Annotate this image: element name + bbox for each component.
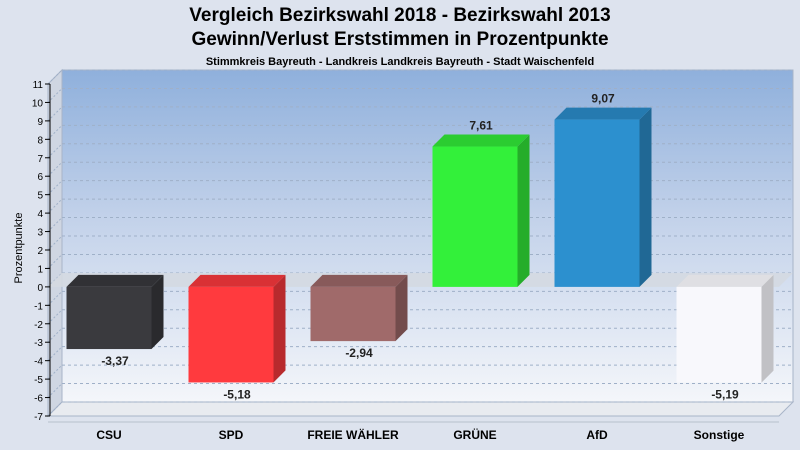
bar-side xyxy=(639,107,652,287)
y-tick-label: 1 xyxy=(37,264,43,275)
y-tick-label: 11 xyxy=(33,80,44,91)
grid-line-side xyxy=(47,106,63,122)
grid-line-side xyxy=(47,290,63,306)
y-tick-label: 0 xyxy=(37,283,43,294)
bar-front xyxy=(310,286,396,342)
x-tick-label: FREIE WÄHLER xyxy=(307,427,399,442)
grid-line-side xyxy=(47,143,63,159)
bar-gr-ne xyxy=(432,134,530,287)
plot-floor xyxy=(46,401,795,417)
bar-side xyxy=(761,274,774,383)
bar-sonstige xyxy=(676,274,774,383)
data-label: -5,19 xyxy=(711,388,739,402)
bar-top xyxy=(188,274,286,287)
y-tick-label: 2 xyxy=(37,246,43,257)
grid-line-side xyxy=(47,364,63,380)
bar-top xyxy=(432,134,530,147)
x-tick-label: Sonstige xyxy=(694,428,745,442)
bar-top xyxy=(676,274,774,287)
bar-top xyxy=(310,274,408,287)
y-tick-label: 10 xyxy=(32,98,44,109)
y-tick-label: 9 xyxy=(37,117,43,128)
grid-line-side xyxy=(47,235,63,251)
data-label: -2,94 xyxy=(345,346,373,360)
y-tick-label: -2 xyxy=(34,320,43,331)
bar-side xyxy=(151,274,164,350)
bar-front xyxy=(432,146,518,287)
x-tick-label: SPD xyxy=(219,428,244,442)
bar-side xyxy=(273,274,286,383)
x-tick-label: CSU xyxy=(96,428,121,442)
y-tick-label: 8 xyxy=(37,135,43,146)
grid-line-side xyxy=(47,124,63,140)
y-tick-label: 7 xyxy=(37,154,43,165)
grid-line-side xyxy=(47,346,63,362)
data-label: -5,18 xyxy=(223,387,251,401)
y-tick-label: -4 xyxy=(34,357,43,368)
y-tick-label: -1 xyxy=(34,301,43,312)
grid-line-side xyxy=(47,327,63,343)
bar-front xyxy=(188,286,274,383)
y-tick-label: -5 xyxy=(34,375,43,386)
y-tick-label: 5 xyxy=(37,191,43,202)
y-tick-label: -6 xyxy=(34,394,43,405)
bar-front xyxy=(66,286,152,350)
y-tick-label: -7 xyxy=(34,412,43,423)
bars xyxy=(66,107,774,383)
grid-line-side xyxy=(47,217,63,232)
bar-freie-w-hler xyxy=(310,274,408,342)
grid-line-side xyxy=(47,198,63,214)
data-label: 7,61 xyxy=(469,119,493,133)
bar-csu xyxy=(66,274,164,350)
grid-line-side xyxy=(47,180,63,196)
labels: -3,37 CSU -5,18 SPD -2,94 FREIE WÄHLER 7,61 GRÜ… xyxy=(96,92,744,442)
data-label: 9,07 xyxy=(591,92,615,106)
y-tick-label: 4 xyxy=(37,209,43,220)
chart-title-line2: Gewinn/Verlust Erststimmen in Prozentpun… xyxy=(191,29,609,50)
bar-front xyxy=(676,286,762,383)
bar-side xyxy=(517,134,530,287)
chart-title: Vergleich Bezirkswahl 2018 - Bezirkswahl… xyxy=(189,5,611,26)
data-label: -3,37 xyxy=(101,354,129,368)
grid-line-side xyxy=(47,383,63,398)
bar-spd xyxy=(188,274,286,383)
grid-line-side xyxy=(47,88,63,103)
y-axis: -7 -6 -5 -4 -3 -2 -1 0 1 2 3 4 5 6 7 8 9 10 11 xyxy=(32,80,51,423)
y-axis-label: Prozentpunkte xyxy=(13,213,25,284)
y-tick-label: 3 xyxy=(37,228,43,239)
grid-line-side xyxy=(47,161,63,177)
bar-afd xyxy=(554,107,652,287)
grid-line-side xyxy=(47,401,63,417)
grid-line-side xyxy=(47,254,63,269)
y-tick-label: -3 xyxy=(34,338,43,349)
grid-line-side xyxy=(47,69,63,85)
chart-subtitle: Stimmkreis Bayreuth - Landkreis Landkrei… xyxy=(205,56,595,68)
bar-top xyxy=(66,274,164,287)
grid-line-side xyxy=(47,309,63,325)
bar-side xyxy=(395,274,408,342)
bar-top xyxy=(554,107,652,120)
y-tick-label: 6 xyxy=(37,172,43,183)
x-tick-label: AfD xyxy=(586,428,608,442)
x-tick-label: GRÜNE xyxy=(453,427,496,442)
bar-front xyxy=(554,119,640,287)
